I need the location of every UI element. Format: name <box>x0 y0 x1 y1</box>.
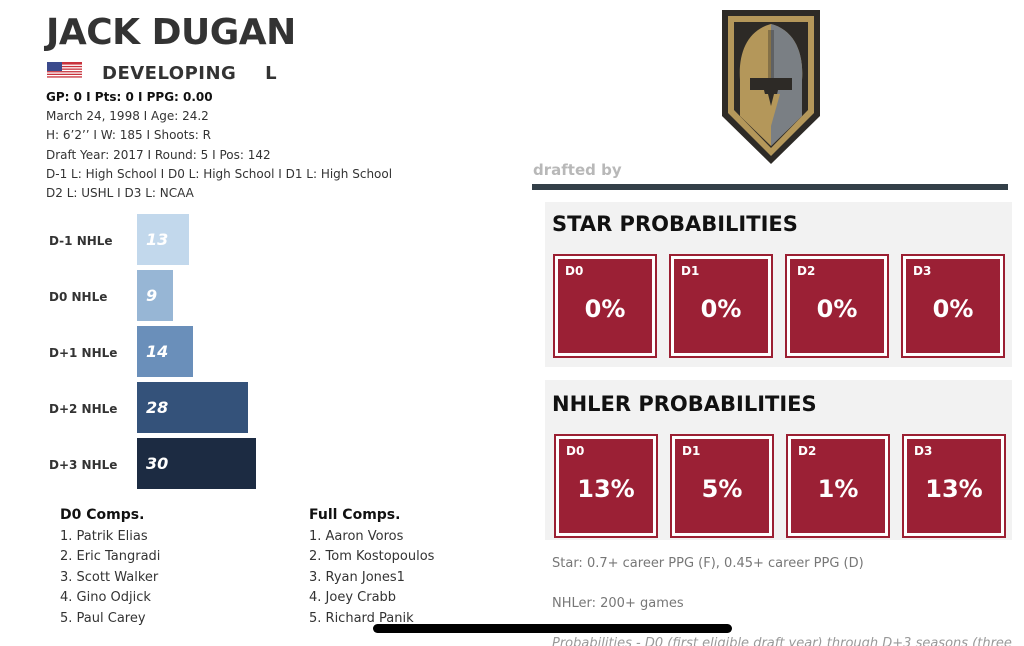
nhler-prob-card-d2: D2 1% <box>786 434 890 538</box>
nhler-probabilities-title: NHLER PROBABILITIES <box>552 392 817 416</box>
full-comp-item: 5. Richard Panik <box>309 611 414 626</box>
bar-d0 <box>137 270 173 321</box>
bar-value-d3: 30 <box>146 454 169 473</box>
bar-value-d2: 28 <box>146 398 169 417</box>
d0-comp-item: 4. Gino Odjick <box>60 590 151 605</box>
card-season: D2 <box>798 444 817 458</box>
card-value: 1% <box>817 475 859 503</box>
draft-info-line: Draft Year: 2017 I Round: 5 I Pos: 142 <box>46 148 271 162</box>
card-season: D3 <box>913 264 932 278</box>
star-prob-card-d3: D3 0% <box>901 254 1005 358</box>
stats-line: GP: 0 I Pts: 0 I PPG: 0.00 <box>46 90 213 104</box>
star-prob-card-d2: D2 0% <box>785 254 889 358</box>
card-value: 0% <box>700 295 742 323</box>
star-probabilities-title: STAR PROBABILITIES <box>552 212 798 236</box>
height-weight-line: H: 6’2’’ I W: 185 I Shoots: R <box>46 128 211 142</box>
card-season: D0 <box>565 264 584 278</box>
card-value: 13% <box>925 475 983 503</box>
full-comp-item: 2. Tom Kostopoulos <box>309 549 435 564</box>
league-history-line-2: D2 L: USHL I D3 L: NCAA <box>46 186 194 200</box>
league-history-line: D-1 L: High School I D0 L: High School I… <box>46 167 393 181</box>
full-comp-item: 3. Ryan Jones1 <box>309 570 405 585</box>
position-label: L <box>265 63 278 84</box>
us-flag-icon <box>47 62 82 79</box>
probabilities-definition-note: Probabilities - D0 (first eligible draft… <box>552 636 1012 646</box>
bar-label-d0: D0 NHLe <box>49 290 108 304</box>
bar-label-d3: D+3 NHLe <box>49 458 118 472</box>
birth-age-line: March 24, 1998 I Age: 24.2 <box>46 109 209 123</box>
d0-comp-item: 1. Patrik Elias <box>60 529 148 544</box>
bar-label-d2: D+2 NHLe <box>49 402 118 416</box>
bar-value-d-1: 13 <box>146 230 169 249</box>
full-comp-item: 1. Aaron Voros <box>309 529 404 544</box>
nhler-prob-card-d1: D1 5% <box>670 434 774 538</box>
bar-value-d1: 14 <box>146 342 169 361</box>
star-definition-note: Star: 0.7+ career PPG (F), 0.45+ career … <box>552 556 864 571</box>
development-status: DEVELOPING <box>102 63 237 84</box>
star-prob-card-d0: D0 0% <box>553 254 657 358</box>
full-comp-item: 4. Joey Crabb <box>309 590 397 605</box>
vegas-golden-knights-helmet-icon <box>722 10 820 164</box>
player-name: JACK DUGAN <box>46 12 296 53</box>
full-comps-title: Full Comps. <box>309 507 401 523</box>
drafted-divider <box>532 184 1008 190</box>
card-value: 5% <box>701 475 743 503</box>
card-season: D0 <box>566 444 585 458</box>
card-value: 0% <box>816 295 858 323</box>
card-season: D1 <box>681 264 700 278</box>
nhler-prob-card-d0: D0 13% <box>554 434 658 538</box>
bar-value-d0: 9 <box>146 286 158 305</box>
card-season: D2 <box>797 264 816 278</box>
home-indicator[interactable] <box>373 624 732 633</box>
d0-comp-item: 2. Eric Tangradi <box>60 549 161 564</box>
bar-label-d1: D+1 NHLe <box>49 346 118 360</box>
nhler-definition-note: NHLer: 200+ games <box>552 596 684 611</box>
drafted-by-label: drafted by <box>533 161 622 179</box>
card-season: D3 <box>914 444 933 458</box>
bar-label-d-1: D-1 NHLe <box>49 234 113 248</box>
nhler-prob-card-d3: D3 13% <box>902 434 1006 538</box>
card-value: 0% <box>584 295 626 323</box>
card-value: 0% <box>932 295 974 323</box>
bar-d-1 <box>137 214 189 265</box>
card-value: 13% <box>577 475 635 503</box>
status-row: DEVELOPING L <box>102 63 299 84</box>
bar-d1 <box>137 326 193 377</box>
card-season: D1 <box>682 444 701 458</box>
d0-comps-title: D0 Comps. <box>60 507 145 523</box>
bar-d2 <box>137 382 248 433</box>
bar-d3 <box>137 438 256 489</box>
d0-comp-item: 3. Scott Walker <box>60 570 159 585</box>
star-prob-card-d1: D1 0% <box>669 254 773 358</box>
d0-comp-item: 5. Paul Carey <box>60 611 146 626</box>
